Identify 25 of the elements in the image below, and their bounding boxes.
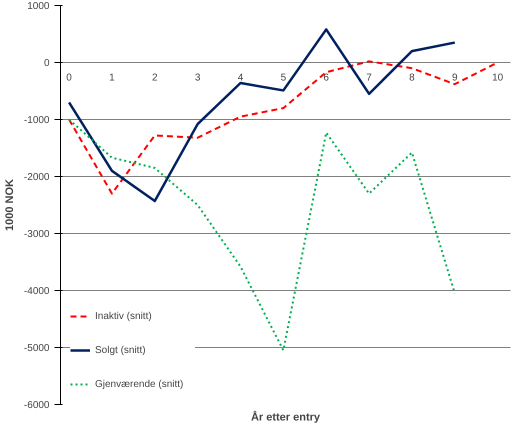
x-tick-label: 4 — [238, 72, 244, 84]
y-tick-label: 0 — [44, 58, 50, 69]
y-tick-label: -6000 — [24, 400, 50, 411]
x-tick-label: 10 — [492, 72, 504, 84]
legend-label: Inaktiv (snitt) — [95, 310, 153, 322]
x-tick-label: 5 — [280, 72, 287, 84]
y-axis-title: 1000 NOK — [4, 178, 16, 231]
y-tick-label: -4000 — [24, 286, 50, 297]
line-series — [68, 28, 456, 202]
legend-label: Gjenværende (snitt) — [95, 378, 184, 390]
x-axis-title: År etter entry — [250, 410, 321, 424]
x-tick-label: 7 — [366, 72, 372, 84]
x-tick-label: 9 — [452, 72, 458, 84]
legend-label: Solgt (snitt) — [95, 344, 147, 356]
y-tick-label: -1000 — [24, 115, 50, 126]
x-tick-label: 1 — [109, 72, 116, 84]
y-tick-label: -3000 — [24, 229, 50, 240]
y-tick-label: -5000 — [24, 343, 50, 354]
x-tick-label: 6 — [323, 72, 330, 84]
x-tick-label: 8 — [409, 72, 416, 84]
y-tick-label: 1000 — [27, 1, 50, 12]
x-tick-label: 3 — [194, 72, 201, 84]
y-tick-label: -2000 — [24, 172, 50, 183]
x-tick-label: 0 — [66, 72, 72, 84]
x-tick-label: 2 — [152, 72, 158, 84]
